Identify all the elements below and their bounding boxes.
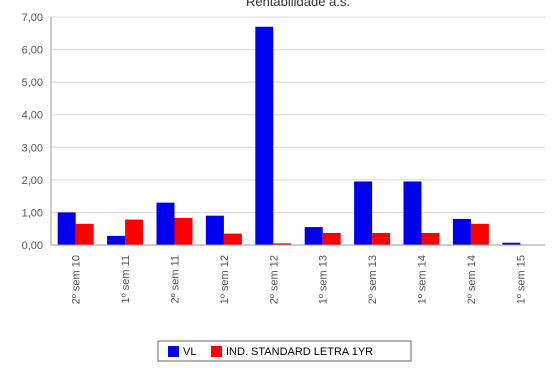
chart-title-group: Rentabilidade a.s. bbox=[246, 0, 350, 9]
bar-vl bbox=[403, 181, 422, 245]
legend-swatch bbox=[168, 346, 179, 357]
bar-vl bbox=[107, 235, 126, 245]
bar-vl bbox=[205, 215, 224, 245]
bar-vl bbox=[255, 26, 274, 246]
bar-ind-standard bbox=[223, 233, 242, 245]
y-tick-label: 0,00 bbox=[22, 240, 43, 252]
y-tick-label: 6,00 bbox=[22, 45, 43, 57]
x-tick-label: 1º sem 13 bbox=[318, 255, 330, 304]
bar-ind-standard bbox=[273, 243, 292, 245]
x-tick-label: 1º sem 15 bbox=[515, 255, 527, 304]
y-tick-label: 4,00 bbox=[22, 110, 43, 122]
x-tick-label: 2º sem 10 bbox=[71, 255, 83, 304]
bar-ind-standard bbox=[372, 232, 391, 245]
bar-vl bbox=[156, 202, 175, 245]
y-tick-label: 2,00 bbox=[22, 175, 43, 187]
x-tick-label: 1º sem 12 bbox=[219, 255, 231, 304]
bar-ind-standard bbox=[470, 223, 489, 245]
x-tick-label: 2º sem 11 bbox=[170, 255, 182, 303]
bar-ind-standard bbox=[125, 219, 144, 245]
legend-label: IND. STANDARD LETRA 1YR bbox=[226, 346, 373, 358]
y-axis-ticks: 0,00 1,00 2,00 3,00 4,00 5,00 6,00 7,00 bbox=[22, 12, 43, 252]
bars bbox=[57, 26, 521, 246]
x-tick-label: 1º sem 11 bbox=[120, 255, 132, 303]
y-tick-label: 3,00 bbox=[22, 142, 43, 154]
bar-ind-standard bbox=[75, 223, 94, 245]
y-tick-label: 7,00 bbox=[22, 12, 43, 24]
legend: VL IND. STANDARD LETRA 1YR bbox=[157, 340, 412, 362]
y-tick-label: 5,00 bbox=[22, 77, 43, 89]
x-tick-label: 2º sem 12 bbox=[268, 255, 280, 304]
y-tick-label: 1,00 bbox=[22, 207, 43, 219]
chart-title: Rentabilidade a.s. bbox=[246, 0, 350, 9]
legend-label: VL bbox=[183, 346, 196, 358]
x-axis-labels: 2º sem 10 1º sem 11 2º sem 11 1º sem 12 2º s… bbox=[71, 255, 528, 304]
x-tick-label: 2º sem 13 bbox=[367, 255, 379, 304]
bar-vl bbox=[502, 242, 521, 245]
bar-vl bbox=[452, 218, 471, 245]
legend-swatch bbox=[211, 346, 222, 357]
bar-vl bbox=[57, 212, 76, 245]
gridlines bbox=[51, 16, 545, 246]
x-tick-label: 1º sem 14 bbox=[417, 255, 429, 304]
bar-ind-standard bbox=[322, 232, 341, 245]
bar-ind-standard bbox=[174, 217, 193, 245]
bar-ind-standard bbox=[421, 232, 440, 245]
bar-vl bbox=[304, 227, 323, 245]
bar-vl bbox=[354, 181, 373, 245]
x-tick-label: 2º sem 14 bbox=[466, 255, 478, 304]
